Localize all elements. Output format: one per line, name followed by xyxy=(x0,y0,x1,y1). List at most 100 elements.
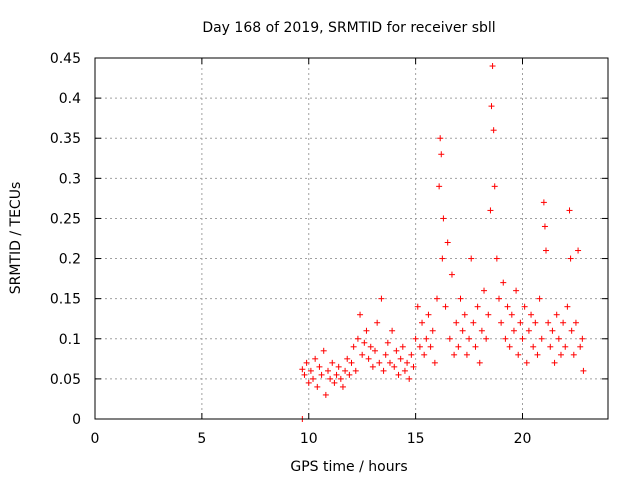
data-point xyxy=(436,183,443,190)
data-point xyxy=(549,327,556,334)
data-point xyxy=(310,375,317,382)
data-point xyxy=(350,343,357,350)
data-point xyxy=(528,311,535,318)
data-point xyxy=(380,367,387,374)
axis-ticks xyxy=(94,57,608,420)
data-point xyxy=(431,359,438,366)
data-point xyxy=(545,319,552,326)
data-point xyxy=(555,335,562,342)
data-point xyxy=(337,375,344,382)
data-point xyxy=(335,363,342,370)
data-point xyxy=(557,351,564,358)
data-point xyxy=(427,343,434,350)
data-point xyxy=(378,295,385,302)
data-point xyxy=(318,371,325,378)
data-point xyxy=(372,347,379,354)
y-tick-label: 0.2 xyxy=(59,252,81,268)
data-point xyxy=(307,367,314,374)
data-point xyxy=(490,127,497,134)
data-point xyxy=(408,351,415,358)
x-tick-label: 0 xyxy=(91,431,100,447)
data-point xyxy=(419,319,426,326)
data-point xyxy=(393,347,400,354)
data-point xyxy=(369,363,376,370)
data-point xyxy=(361,339,368,346)
data-point xyxy=(536,295,543,302)
data-point xyxy=(451,351,458,358)
data-point xyxy=(570,351,577,358)
data-point xyxy=(481,287,488,294)
data-point xyxy=(478,327,485,334)
data-point xyxy=(564,303,571,310)
grid-lines xyxy=(95,58,608,419)
data-point xyxy=(399,343,406,350)
data-point xyxy=(438,151,445,158)
data-point xyxy=(374,319,381,326)
data-point xyxy=(515,351,522,358)
data-point xyxy=(519,335,526,342)
y-tick-label: 0.15 xyxy=(50,292,81,308)
data-point xyxy=(562,343,569,350)
data-point xyxy=(567,255,574,262)
x-axis-label: GPS time / hours xyxy=(290,459,407,475)
data-point xyxy=(474,303,481,310)
x-tick-label: 15 xyxy=(407,431,425,447)
data-point xyxy=(404,359,411,366)
data-point xyxy=(487,207,494,214)
data-point xyxy=(421,351,428,358)
data-point xyxy=(342,367,349,374)
data-point xyxy=(439,255,446,262)
data-point xyxy=(566,207,573,214)
data-point xyxy=(491,183,498,190)
data-point xyxy=(463,351,470,358)
data-point xyxy=(532,319,539,326)
data-point xyxy=(577,343,584,350)
data-point xyxy=(485,311,492,318)
data-point xyxy=(580,367,587,374)
data-points xyxy=(299,63,587,422)
data-point xyxy=(391,363,398,370)
data-point xyxy=(412,335,419,342)
data-point xyxy=(541,223,548,230)
data-point xyxy=(314,383,321,390)
data-point xyxy=(446,335,453,342)
data-point xyxy=(508,311,515,318)
data-point xyxy=(513,287,520,294)
y-tick-label: 0.1 xyxy=(59,332,81,348)
data-point xyxy=(553,311,560,318)
y-tick-labels: 0 0.05 0.1 0.15 0.2 0.25 0.3 0.35 0.4 0.45 xyxy=(50,51,81,428)
data-point xyxy=(502,335,509,342)
data-point xyxy=(423,335,430,342)
data-point xyxy=(472,343,479,350)
data-point xyxy=(327,375,334,382)
data-point xyxy=(493,255,500,262)
data-point xyxy=(547,343,554,350)
y-axis-label: SRMTID / TECUs xyxy=(8,182,24,295)
data-point xyxy=(444,239,451,246)
data-point xyxy=(312,355,319,362)
data-point xyxy=(488,103,495,110)
data-point xyxy=(498,319,505,326)
data-point xyxy=(324,367,331,374)
data-point xyxy=(523,359,530,366)
data-point xyxy=(489,63,496,70)
data-point xyxy=(363,327,370,334)
data-point xyxy=(575,247,582,254)
data-point xyxy=(331,379,338,386)
data-point xyxy=(495,295,502,302)
data-point xyxy=(551,359,558,366)
data-point xyxy=(406,375,413,382)
data-point xyxy=(303,359,310,366)
data-point xyxy=(540,199,547,206)
data-point xyxy=(579,335,586,342)
data-point xyxy=(386,359,393,366)
data-point xyxy=(429,327,436,334)
data-point xyxy=(466,335,473,342)
data-point xyxy=(442,303,449,310)
data-point xyxy=(521,303,528,310)
y-tick-label: 0.25 xyxy=(50,211,81,227)
y-tick-label: 0 xyxy=(72,412,81,428)
data-point xyxy=(348,359,355,366)
y-tick-label: 0.45 xyxy=(50,51,81,67)
data-point xyxy=(504,303,511,310)
